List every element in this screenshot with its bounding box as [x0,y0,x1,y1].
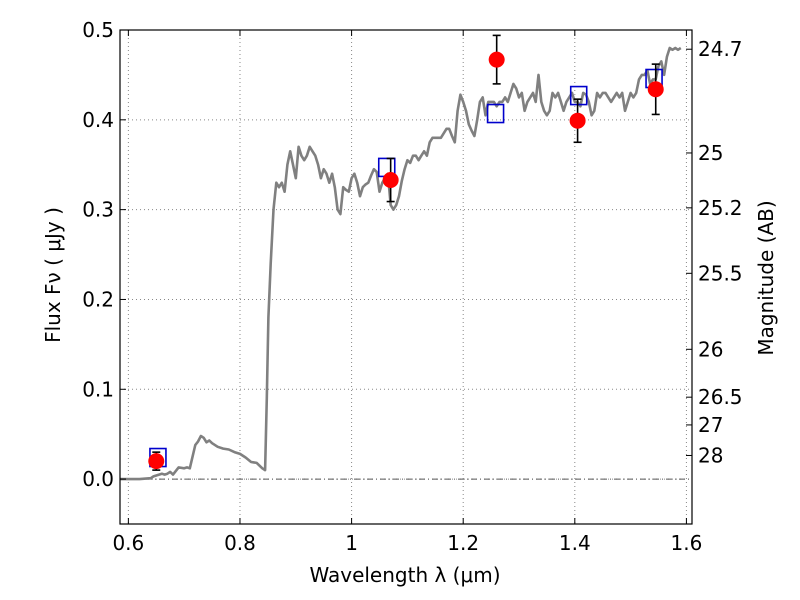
x-axis-ticks: 0.6 0.8 1 1.2 1.4 1.6 [112,30,702,555]
right-tick-label-1: 25 [698,141,723,165]
x-tick-label-4: 1.4 [559,531,591,555]
x-tick-label-0: 0.6 [112,531,144,555]
y-axis-title: Flux Fν ( μJy ) [41,207,65,343]
model-band-square-2 [486,103,505,124]
model-spectrum-layer [120,46,682,481]
right-tick-label-6: 27 [698,413,723,437]
observed-point-0 [148,453,165,470]
y-tick-label-3: 0.3 [82,198,114,222]
plot-frame [119,29,693,525]
x-tick-label-5: 1.6 [671,531,703,555]
observed-points [148,51,664,470]
right-tick-label-5: 26.5 [698,385,743,409]
y-tick-label-0: 0.0 [82,467,114,491]
right-axis-title: Magnitude (AB) [754,200,778,355]
right-tick-label-4: 26 [698,337,723,361]
right-tick-label-0: 24.7 [698,37,743,61]
model-band-square-3 [569,85,588,106]
y-axis-ticks: 0.0 0.1 0.2 0.3 0.4 0.5 [82,18,126,491]
observed-point-3 [569,112,586,129]
model-spectrum-line [120,46,682,481]
y-tick-label-2: 0.2 [82,287,114,311]
y-tick-label-1: 0.1 [82,377,114,401]
x-axis-title: Wavelength λ (μm) [309,563,500,587]
right-axis-ticks: 24.7 25 25.2 25.5 26 26.5 27 28 [686,37,743,467]
observed-point-4 [647,81,664,98]
right-tick-label-3: 25.5 [698,261,743,285]
observed-point-2 [488,51,505,68]
x-tick-label-1: 0.8 [224,531,256,555]
observed-point-1 [382,171,399,188]
y-tick-label-5: 0.5 [82,18,114,42]
x-tick-label-3: 1.2 [447,531,479,555]
grid [120,30,692,524]
x-tick-label-2: 1 [345,531,358,555]
right-tick-label-2: 25.2 [698,196,743,220]
right-tick-label-7: 28 [698,443,723,467]
y-tick-label-4: 0.4 [82,108,114,132]
